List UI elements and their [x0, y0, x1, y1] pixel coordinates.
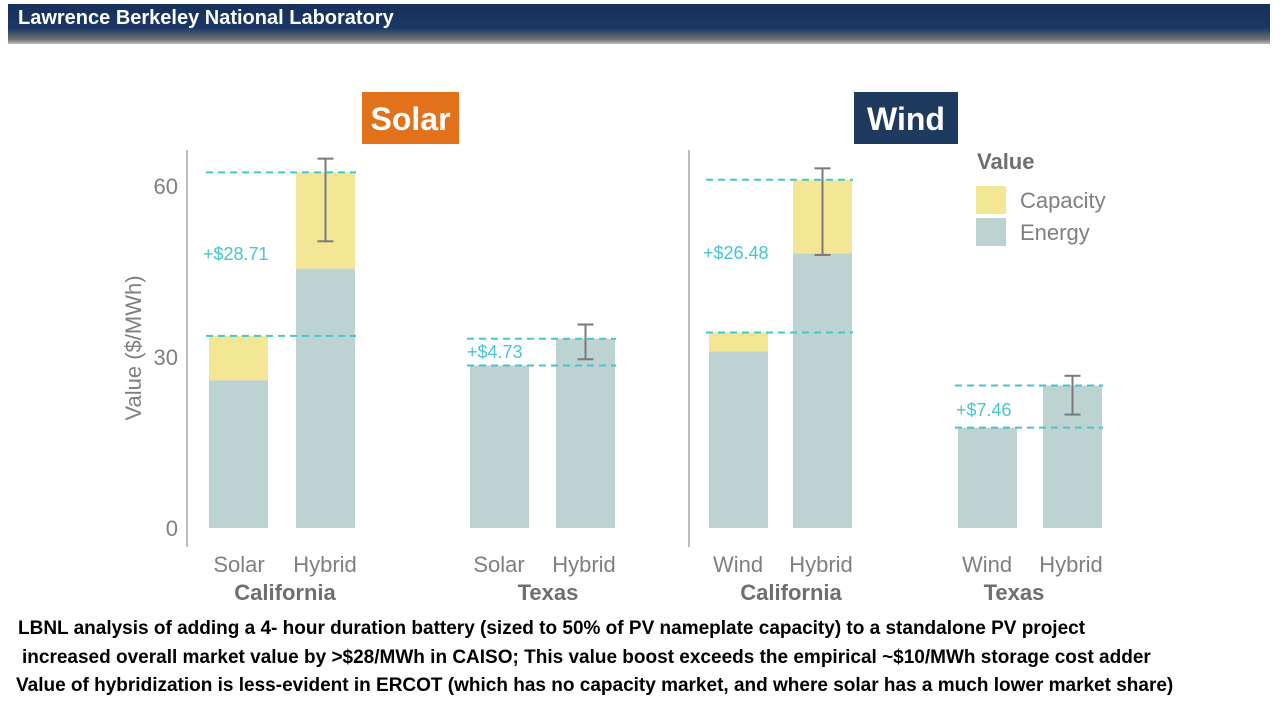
group-label: California [740, 580, 842, 605]
panel-title: Wind [867, 101, 945, 137]
increment-label: +$4.73 [467, 342, 523, 362]
panel-title: Solar [370, 101, 450, 137]
group-label: Texas [518, 580, 579, 605]
y-axis-label: Value ($/MWh) [121, 275, 146, 420]
legend-label-energy: Energy [1020, 220, 1090, 245]
lab-header-bar: Lawrence Berkeley National Laboratory [8, 4, 1270, 44]
bar-energy [470, 365, 529, 528]
legend-title: Value [977, 149, 1034, 174]
y-tick-label: 30 [154, 345, 178, 370]
x-tick-label: Hybrid [1039, 552, 1103, 577]
bar-capacity [209, 335, 268, 381]
hybrid-value-chart: Value ($/MWh) 0 30 60 Solar Solar Hybrid +$28.7… [121, 92, 1106, 605]
increment-label: +$7.46 [956, 400, 1012, 420]
x-tick-label: Solar [213, 552, 264, 577]
caption-line-2: increased overall market value by >$28/M… [22, 647, 1151, 668]
y-tick-label: 0 [166, 516, 178, 541]
bar-energy [556, 338, 615, 528]
bar-energy [209, 380, 268, 528]
x-tick-label: Hybrid [552, 552, 616, 577]
bar-energy [709, 351, 768, 528]
increment-label: +$26.48 [703, 243, 769, 263]
group-label: California [234, 580, 336, 605]
caption-line-3: Value of hybridization is less-evident i… [16, 675, 1174, 696]
panel-title-badge [362, 92, 459, 144]
caption-line-1: LBNL analysis of adding a 4- hour durati… [18, 618, 1086, 639]
x-tick-label: Hybrid [293, 552, 357, 577]
group-label: Texas [984, 580, 1045, 605]
legend-swatch-energy [976, 218, 1006, 246]
bar-energy [958, 427, 1017, 528]
increment-label: +$28.71 [203, 244, 269, 264]
x-tick-label: Hybrid [789, 552, 853, 577]
x-tick-label: Wind [713, 552, 763, 577]
bar-energy [296, 268, 355, 528]
legend-swatch-capacity [976, 186, 1006, 214]
lab-header-title: Lawrence Berkeley National Laboratory [18, 7, 394, 29]
y-tick-label: 60 [154, 174, 178, 199]
x-tick-label: Solar [473, 552, 524, 577]
x-tick-label: Wind [962, 552, 1012, 577]
legend-label-capacity: Capacity [1020, 188, 1106, 213]
bar-energy [793, 253, 852, 528]
bar-capacity [709, 332, 768, 352]
panel-title-badge [854, 92, 958, 144]
